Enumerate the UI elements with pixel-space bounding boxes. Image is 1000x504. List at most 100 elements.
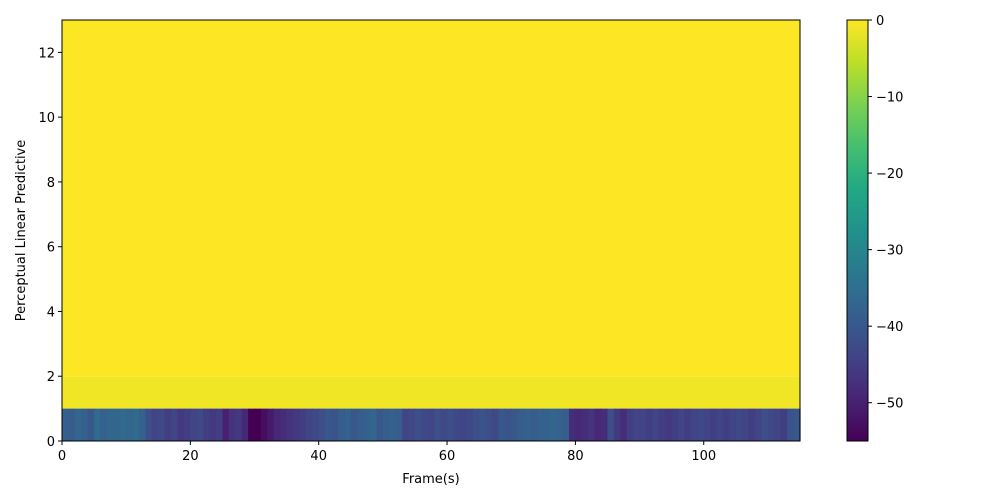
heatmap-cell [241,408,249,441]
heatmap-cell [722,408,731,441]
heatmap-cell [780,408,788,441]
heatmap-cell [81,408,89,441]
heatmap-cell [607,408,615,441]
heatmap-cell [177,408,185,441]
heatmap-cell [562,408,570,441]
heatmap-cell [94,408,102,441]
heatmap-cell [665,408,673,441]
heatmap-cell [273,408,281,441]
heatmap-cell [190,408,198,441]
heatmap-cell [344,408,352,441]
heatmap-cell [671,408,679,441]
heatmap-cell [793,408,801,441]
heatmap-cell [132,408,140,441]
heatmap-cell [729,408,737,441]
heatmap-cell [581,408,589,441]
heatmap-cell [139,408,147,441]
heatmap-cell [710,408,718,441]
heatmap-cell [697,408,705,441]
colorbar-tick-label: −20 [876,167,903,182]
heatmap-cell [742,408,750,441]
x-tick-label: 20 [182,449,199,464]
heatmap-cell [626,408,634,441]
heatmap-cell [511,408,519,441]
heatmap-cell [491,408,499,441]
heatmap-cell [472,408,480,441]
heatmap-cell [389,408,397,441]
heatmap-cell [652,408,660,441]
heatmap-row-band [62,20,800,377]
x-tick-label: 0 [58,449,66,464]
heatmap-cell [524,408,532,441]
heatmap-cell [556,408,564,441]
heatmap-cell [735,408,743,441]
y-tick-label: 2 [47,370,55,385]
heatmap-cell [774,408,782,441]
heatmap-cell [613,408,621,441]
heatmap-cell [787,408,795,441]
colorbar-tick-label: −40 [876,320,903,335]
heatmap-cell [209,408,217,441]
y-axis: 0 2 4 6 8 10 12 [38,46,62,450]
heatmap-cell [678,408,686,441]
heatmap-cell [498,408,506,441]
heatmap-cell [68,408,76,441]
x-tick-label: 60 [439,449,456,464]
heatmap-cell [357,408,365,441]
y-tick-label: 10 [38,111,55,126]
y-axis-label: Perceptual Linear Predictive [14,140,29,322]
heatmap-cell [222,408,230,441]
heatmap-cell [639,408,647,441]
heatmap-cell [228,408,236,441]
heatmap-cell [254,408,262,441]
heatmap-cell [453,408,461,441]
heatmap-cell [171,408,179,441]
heatmap-cell [363,408,371,441]
heatmap-cell [517,408,525,441]
heatmap-cell [158,408,166,441]
heatmap-cell [504,408,512,441]
heatmap-cell [466,408,474,441]
heatmap-cell [325,408,333,441]
heatmap-cell [755,408,763,441]
colorbar-frame [846,19,869,442]
colorbar-tick-label: −10 [876,91,903,106]
heatmap-cell [119,408,127,441]
heatmap-cell [235,408,243,441]
heatmap-cell [633,408,641,441]
heatmap-cell [337,408,345,441]
heatmap-cells [62,20,801,441]
heatmap-cell [645,408,653,441]
heatmap-cell [575,408,583,441]
colorbar-axis: 0 −10 −20 −30 −40 −50 [868,14,903,412]
heatmap-cell [196,408,204,441]
heatmap-cell [248,408,256,441]
y-tick-label: 12 [38,46,55,61]
heatmap-cell [427,408,435,441]
heatmap-cell [164,408,172,441]
heatmap-cell [549,408,557,441]
heatmap-cell [299,408,307,441]
heatmap-cell [434,408,442,441]
heatmap-cell [286,408,294,441]
heatmap-cell [601,408,609,441]
heatmap-cell [395,408,403,441]
heatmap-cell [267,408,275,441]
heatmap-cell [87,408,95,441]
heatmap-cell [151,408,159,441]
heatmap-cell [594,408,602,441]
x-tick-label: 100 [691,449,716,464]
heatmap-cell [203,408,211,441]
heatmap-cell [312,408,320,441]
heatmap-cell [459,408,467,441]
heatmap-cell [748,408,756,441]
heatmap-cell [479,408,487,441]
heatmap-cell [703,408,711,441]
heatmap-cell [414,408,422,441]
heatmap-cell [761,408,769,441]
heatmap-cell [658,408,666,441]
heatmap-cell [421,408,429,441]
heatmap-cell [106,408,114,441]
heatmap-cell [145,408,153,441]
